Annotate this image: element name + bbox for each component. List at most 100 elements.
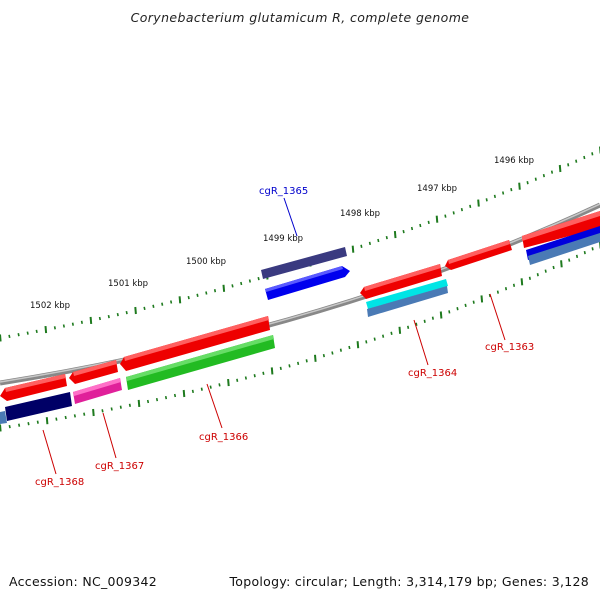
ruler-tick	[248, 279, 251, 283]
ruler-tick	[410, 226, 414, 231]
kbp-label: 1496 kbp	[494, 156, 534, 166]
ruler-tick	[480, 295, 484, 303]
ruler-tick	[164, 395, 168, 400]
gene-feature-cgR_1364-cyan[interactable]	[366, 279, 448, 309]
inner-ruler	[0, 241, 600, 432]
ruler-tick	[187, 295, 190, 300]
ruler-tick	[80, 320, 83, 324]
ruler-tick	[170, 300, 173, 304]
ruler-tick	[377, 238, 380, 243]
ruler-tick	[435, 215, 439, 223]
ruler-tick	[314, 354, 317, 362]
ruler-tick	[236, 378, 239, 382]
ruler-tick	[464, 303, 467, 308]
ruler-tick	[101, 409, 104, 413]
ruler-tick	[83, 412, 86, 416]
ruler-tick	[452, 211, 455, 215]
ruler-tick	[231, 284, 234, 288]
ruler-tick	[44, 326, 48, 334]
ruler-tick	[348, 345, 351, 350]
ruler-tick	[253, 374, 256, 378]
ruler-tick	[205, 291, 208, 295]
ruler-tick	[469, 204, 472, 209]
ruler-tick	[351, 245, 355, 253]
gene-feature-cgR_1365-shadow[interactable]	[261, 247, 347, 279]
ruler-tick	[415, 322, 418, 326]
ruler-tick	[398, 326, 402, 334]
ruler-tick	[390, 331, 393, 335]
genome-summary-text: Topology: circular; Length: 3,314,179 bp…	[229, 574, 589, 589]
ruler-tick	[583, 155, 586, 160]
ruler-tick	[27, 422, 30, 426]
ruler-tick	[512, 283, 516, 287]
gene-label-cgR_1363[interactable]: cgR_1363	[485, 342, 534, 353]
ruler-tick	[73, 414, 76, 418]
gene-label-cgR_1366[interactable]: cgR_1366	[199, 432, 248, 443]
kbp-label: 1502 kbp	[30, 301, 70, 311]
ruler-tick	[191, 389, 194, 394]
ruler-tick	[502, 191, 505, 195]
ruler-tick	[146, 399, 150, 404]
ruler-tick	[53, 326, 56, 330]
ruler-tick	[591, 247, 594, 251]
ruler-tick	[213, 289, 217, 293]
ruler-tick	[407, 325, 410, 329]
gene-label-cgR_1365[interactable]: cgR_1365	[259, 186, 308, 197]
ruler-tick	[575, 254, 579, 259]
accession-text: Accession: NC_009342	[9, 574, 158, 589]
ruler-tick	[262, 371, 265, 375]
ruler-tick	[128, 403, 131, 407]
ruler-tick	[568, 258, 571, 262]
gene-label-cgR_1367[interactable]: cgR_1367	[95, 461, 144, 472]
ruler-tick	[456, 307, 459, 311]
kbp-label: 1501 kbp	[108, 279, 148, 289]
ruler-tick	[393, 231, 397, 239]
kbp-label: 1498 kbp	[340, 209, 380, 219]
ruler-tick	[339, 348, 342, 352]
ruler-tick	[89, 316, 93, 324]
ruler-tick	[444, 214, 447, 218]
gene-label-cgR_1368[interactable]: cgR_1368	[35, 477, 84, 488]
ruler-tick	[18, 423, 21, 427]
ruler-tick	[439, 311, 443, 319]
ruler-tick	[152, 304, 155, 308]
ruler-tick	[528, 276, 531, 280]
ruler-tick	[297, 361, 300, 366]
ruler-tick	[493, 194, 496, 199]
ruler-tick	[143, 306, 146, 311]
ruler-tick	[542, 173, 545, 178]
ruler-tick	[125, 310, 128, 315]
ruler-tick	[518, 182, 521, 190]
ruler-tick	[427, 220, 430, 225]
ruler-tick	[365, 340, 368, 344]
ruler-tick	[460, 207, 463, 212]
ruler-tick	[520, 278, 524, 286]
kbp-labels: 1502 kbp 1501 kbp 1500 kbp 1499 kbp 1498…	[30, 156, 534, 311]
ruler-tick	[209, 385, 212, 389]
ruler-tick	[55, 417, 58, 421]
gene-feature-cgR_1368-navy[interactable]	[5, 392, 72, 421]
gene-feature-cgR_1365[interactable]	[265, 266, 350, 300]
ruler-tick	[92, 408, 95, 417]
ruler-tick	[196, 293, 199, 297]
ruler-tick	[64, 415, 67, 420]
ruler-tick	[510, 187, 513, 192]
ruler-tick	[552, 265, 555, 270]
ruler-tick	[305, 359, 308, 363]
ruler-tick	[218, 383, 221, 387]
ruler-tick	[62, 324, 65, 328]
kbp-label: 1497 kbp	[417, 184, 457, 194]
ruler-tick	[560, 260, 563, 268]
ruler-tick	[373, 337, 376, 341]
gene-leaders	[42, 197, 506, 475]
ruler-tick	[567, 163, 570, 167]
ruler-tick	[17, 333, 20, 337]
ruler-tick	[257, 276, 260, 281]
gene-label-cgR_1364[interactable]: cgR_1364	[408, 368, 457, 379]
ruler-tick	[161, 302, 164, 306]
ruler-tick	[45, 417, 49, 425]
ruler-tick	[331, 351, 334, 355]
ruler-tick	[222, 284, 226, 292]
genome-backbone	[0, 202, 600, 386]
ruler-tick	[134, 306, 137, 315]
